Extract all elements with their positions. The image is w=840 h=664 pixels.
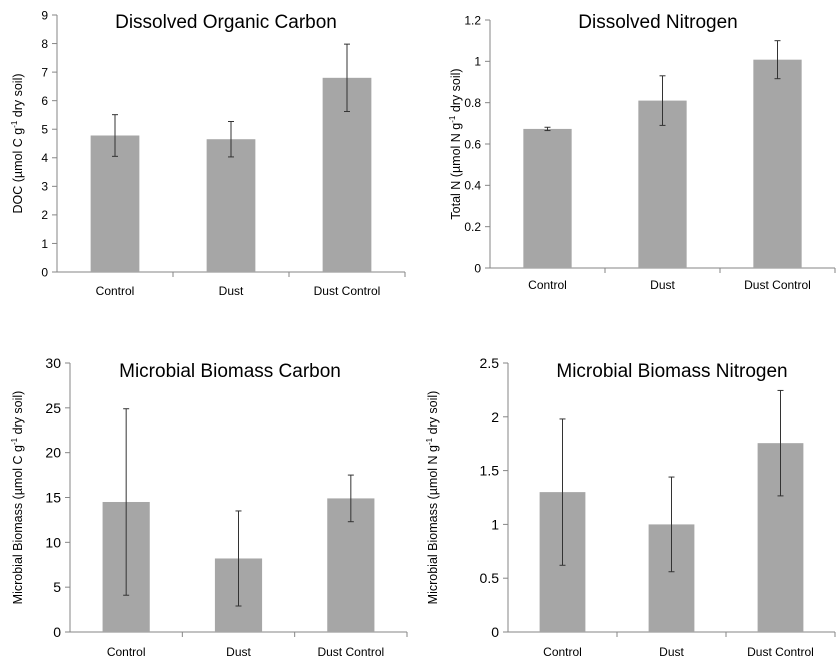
y-tick-label: 3 xyxy=(41,180,48,194)
y-tick-label: 10 xyxy=(45,534,61,550)
y-tick-label: 7 xyxy=(41,65,48,79)
y-tick-label: 0.4 xyxy=(464,179,481,193)
y-tick-label: 2.5 xyxy=(480,355,500,371)
y-axis-label-unit: dry soil) xyxy=(11,73,25,120)
category-label: Dust Control xyxy=(317,645,384,659)
chart-svg: Microbial Biomass Nitrogen 0 0.5 1 1.5 2 2.5 Mi… xyxy=(425,355,836,659)
bar-dust xyxy=(206,139,256,272)
y-tick-label: 1.2 xyxy=(464,13,481,27)
y-axis-label-unit: dry soil) xyxy=(449,68,463,115)
chart-title: Dissolved Nitrogen xyxy=(578,12,737,33)
y-axis-label-main: Total N (µmol N g xyxy=(449,123,463,220)
category-label: Dust xyxy=(226,645,251,659)
y-tick-label: 1 xyxy=(474,55,481,69)
chart-dissolved-nitrogen: Dissolved Nitrogen 0 0.2 0.4 0.6 0.8 1 1.2 Total… xyxy=(415,0,840,310)
category-label: Dust Control xyxy=(747,645,814,659)
chart-title: Microbial Biomass Carbon xyxy=(119,361,341,382)
y-axis-label-main: Microbial Biomass (µmol C g xyxy=(11,445,25,604)
chart-svg: Microbial Biomass Carbon 0 5 10 15 20 25 30 Micr… xyxy=(10,355,408,659)
chart-microbial-biomass-nitrogen: Microbial Biomass Nitrogen 0 0.5 1 1.5 2 2.5 Mi… xyxy=(415,330,840,664)
y-tick-label: 0.8 xyxy=(464,96,481,110)
y-axis-label-superscript: -1 xyxy=(10,437,19,445)
category-label: Dust xyxy=(650,278,675,292)
y-tick-label: 6 xyxy=(41,94,48,108)
y-tick-label: 0 xyxy=(53,624,61,640)
category-label: Control xyxy=(96,284,135,298)
y-tick-label: 5 xyxy=(41,123,48,137)
y-tick-label: 4 xyxy=(41,151,48,165)
category-label: Control xyxy=(107,645,146,659)
category-label: Control xyxy=(528,278,567,292)
y-axis-label-superscript: -1 xyxy=(10,120,19,128)
bar-dust xyxy=(638,100,687,268)
chart-svg: Dissolved Organic Carbon 0 1 2 3 4 5 6 7 8 9 DOC (µ… xyxy=(10,8,406,298)
y-axis-label-main: Microbial Biomass (µmol N g xyxy=(426,445,440,604)
y-axis-label: Total N (µmol N g-1 dry soil) xyxy=(448,68,463,219)
y-tick-label: 1 xyxy=(491,516,499,532)
y-tick-label: 8 xyxy=(41,37,48,51)
y-axis-label-main: DOC (µmol C g xyxy=(11,128,25,214)
bar-control xyxy=(90,135,140,272)
y-tick-label: 0.6 xyxy=(464,137,481,151)
bar-dust-control xyxy=(753,59,802,269)
y-axis-label-superscript: -1 xyxy=(425,437,434,445)
y-tick-label: 1 xyxy=(41,237,48,251)
y-tick-label: 0.2 xyxy=(464,220,481,234)
category-label: Dust xyxy=(219,284,244,298)
y-axis-label-unit: dry soil) xyxy=(426,391,440,438)
y-axis-label: Microbial Biomass (µmol N g-1 dry soil) xyxy=(425,391,440,605)
y-axis-label-unit: dry soil) xyxy=(11,391,25,438)
chart-microbial-biomass-carbon: Microbial Biomass Carbon 0 5 10 15 20 25 30 Micr… xyxy=(0,330,415,664)
y-tick-label: 0.5 xyxy=(480,570,500,586)
y-tick-label: 1.5 xyxy=(480,463,500,479)
y-tick-label: 15 xyxy=(45,490,61,506)
y-axis-label: DOC (µmol C g-1 dry soil) xyxy=(10,73,25,213)
category-label: Dust Control xyxy=(314,284,381,298)
y-tick-label: 0 xyxy=(491,624,499,640)
chart-dissolved-organic-carbon: Dissolved Organic Carbon 0 1 2 3 4 5 6 7 8 9 DOC (µ… xyxy=(0,0,415,310)
y-axis-label-superscript: -1 xyxy=(448,115,457,123)
y-tick-label: 5 xyxy=(53,579,61,595)
y-tick-label: 2 xyxy=(491,409,499,425)
category-label: Dust xyxy=(659,645,684,659)
category-label: Dust Control xyxy=(744,278,811,292)
y-axis-label: Microbial Biomass (µmol C g-1 dry soil) xyxy=(10,391,25,605)
chart-title: Dissolved Organic Carbon xyxy=(115,12,337,33)
y-tick-label: 9 xyxy=(41,8,48,22)
y-tick-label: 0 xyxy=(474,261,481,275)
chart-title: Microbial Biomass Nitrogen xyxy=(556,361,787,382)
chart-svg: Dissolved Nitrogen 0 0.2 0.4 0.6 0.8 1 1.2 Total… xyxy=(448,12,836,292)
y-tick-label: 0 xyxy=(41,265,48,279)
y-tick-label: 2 xyxy=(41,208,48,222)
category-label: Control xyxy=(543,645,582,659)
bar-control xyxy=(523,128,572,268)
y-tick-label: 20 xyxy=(45,445,61,461)
y-tick-label: 30 xyxy=(45,355,61,371)
y-tick-label: 25 xyxy=(45,400,61,416)
